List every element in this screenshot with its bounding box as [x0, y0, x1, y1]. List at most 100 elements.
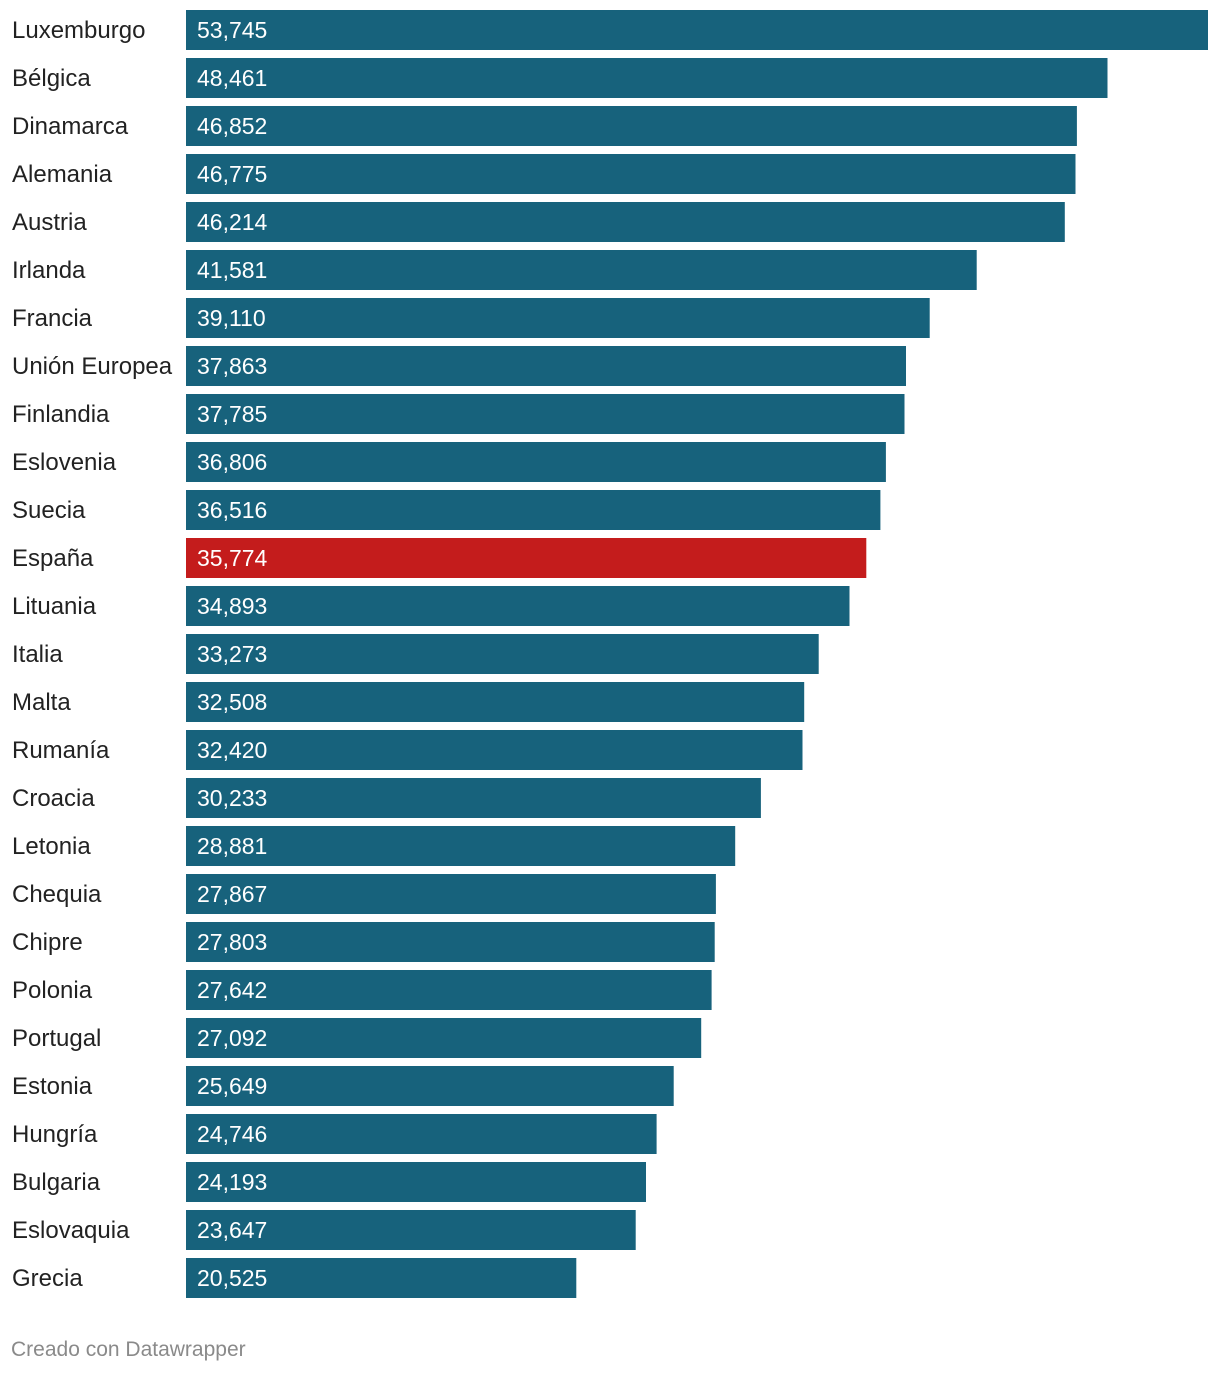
bar-row-eslovenia: Eslovenia 36,806	[12, 442, 886, 482]
bar	[186, 490, 881, 530]
category-label: Eslovaquia	[12, 1217, 130, 1244]
bar-row-estonia: Estonia 25,649	[12, 1066, 674, 1106]
bar	[186, 874, 716, 914]
value-label: 48,461	[197, 65, 267, 91]
bar-row-croacia: Croacia 30,233	[12, 778, 761, 818]
value-label: 36,516	[197, 497, 267, 523]
bar	[186, 682, 805, 722]
bar	[186, 442, 886, 482]
category-label: Unión Europea	[12, 353, 173, 380]
bar	[186, 346, 906, 386]
value-label: 27,092	[197, 1025, 267, 1051]
bar-row-francia: Francia 39,110	[12, 298, 930, 338]
bar	[186, 58, 1108, 98]
category-label: Francia	[12, 305, 93, 332]
bar-row-eslovaquia: Eslovaquia 23,647	[12, 1210, 636, 1250]
bar-row-chequia: Chequia 27,867	[12, 874, 716, 914]
category-label: Polonia	[12, 977, 93, 1004]
value-label: 39,110	[197, 305, 266, 331]
value-label: 36,806	[197, 449, 267, 475]
category-label: Grecia	[12, 1265, 83, 1292]
category-label: Rumanía	[12, 737, 110, 764]
category-label: Lituania	[12, 593, 97, 620]
category-label: Dinamarca	[12, 113, 129, 140]
value-label: 27,867	[197, 881, 267, 907]
bar	[186, 730, 803, 770]
value-label: 37,863	[197, 353, 267, 379]
bar-row-hungria: Hungría 24,746	[12, 1114, 657, 1154]
category-label: Chipre	[12, 929, 83, 956]
bar-row-luxemburgo: Luxemburgo 53,745	[12, 10, 1208, 50]
value-label: 34,893	[197, 593, 267, 619]
category-label: Italia	[12, 641, 63, 668]
value-label: 24,193	[197, 1169, 267, 1195]
bar-row-malta: Malta 32,508	[12, 682, 805, 722]
value-label: 30,233	[197, 785, 267, 811]
bar-row-rumania: Rumanía 32,420	[12, 730, 803, 770]
category-label: Croacia	[12, 785, 95, 812]
value-label: 27,803	[197, 929, 267, 955]
bar-row-belgica: Bélgica 48,461	[12, 58, 1108, 98]
category-label: Hungría	[12, 1121, 98, 1148]
category-label: España	[12, 545, 94, 572]
bar	[186, 202, 1065, 242]
bar-row-alemania: Alemania 46,775	[12, 154, 1076, 194]
category-label: Malta	[12, 689, 71, 716]
bar	[186, 106, 1077, 146]
bars-layer: Luxemburgo 53,745 Bélgica 48,461 Dinamarca 46…	[12, 10, 1208, 1298]
bar	[186, 1066, 674, 1106]
bar-row-italia: Italia 33,273	[12, 634, 819, 674]
value-label: 25,649	[197, 1073, 267, 1099]
bar-highlighted	[186, 538, 867, 578]
value-label: 46,775	[197, 161, 267, 187]
category-label: Irlanda	[12, 257, 86, 284]
category-label: Luxemburgo	[12, 17, 145, 44]
value-label: 32,508	[197, 689, 267, 715]
bar-row-austria: Austria 46,214	[12, 202, 1065, 242]
bar-row-finlandia: Finlandia 37,785	[12, 394, 905, 434]
bar-row-dinamarca: Dinamarca 46,852	[12, 106, 1077, 146]
bar-row-chipre: Chipre 27,803	[12, 922, 715, 962]
category-label: Estonia	[12, 1073, 93, 1100]
bar-row-lituania: Lituania 34,893	[12, 586, 850, 626]
datawrapper-credit[interactable]: Creado con Datawrapper	[11, 1338, 246, 1361]
value-label: 46,852	[197, 113, 267, 139]
value-label: 41,581	[197, 257, 267, 283]
bar-row-suecia: Suecia 36,516	[12, 490, 881, 530]
category-label: Suecia	[12, 497, 86, 524]
category-label: Finlandia	[12, 401, 110, 428]
bar	[186, 250, 977, 290]
bar	[186, 1114, 657, 1154]
value-label: 37,785	[197, 401, 267, 427]
bar	[186, 970, 712, 1010]
value-label: 27,642	[197, 977, 267, 1003]
bar	[186, 298, 930, 338]
bar-row-bulgaria: Bulgaria 24,193	[12, 1162, 646, 1202]
bar	[186, 394, 905, 434]
bar	[186, 10, 1208, 50]
category-label: Austria	[12, 209, 87, 236]
value-label: 46,214	[197, 209, 268, 235]
value-label: 35,774	[197, 545, 268, 571]
value-label: 32,420	[197, 737, 267, 763]
value-label: 20,525	[197, 1265, 267, 1291]
category-label: Eslovenia	[12, 449, 117, 476]
bar	[186, 1258, 577, 1298]
bar-row-letonia: Letonia 28,881	[12, 826, 736, 866]
bar-row-polonia: Polonia 27,642	[12, 970, 712, 1010]
bar-row-union-europea: Unión Europea 37,863	[12, 346, 906, 386]
bar	[186, 586, 850, 626]
bar-row-irlanda: Irlanda 41,581	[12, 250, 977, 290]
value-label: 53,745	[197, 17, 267, 43]
bar	[186, 826, 736, 866]
category-label: Letonia	[12, 833, 91, 860]
bar	[186, 922, 715, 962]
category-label: Chequia	[12, 881, 102, 908]
category-label: Bulgaria	[12, 1169, 101, 1196]
bar-row-portugal: Portugal 27,092	[12, 1018, 702, 1058]
value-label: 23,647	[197, 1217, 267, 1243]
category-label: Alemania	[12, 161, 113, 188]
bar	[186, 634, 819, 674]
category-label: Bélgica	[12, 65, 91, 92]
value-label: 28,881	[197, 833, 267, 859]
